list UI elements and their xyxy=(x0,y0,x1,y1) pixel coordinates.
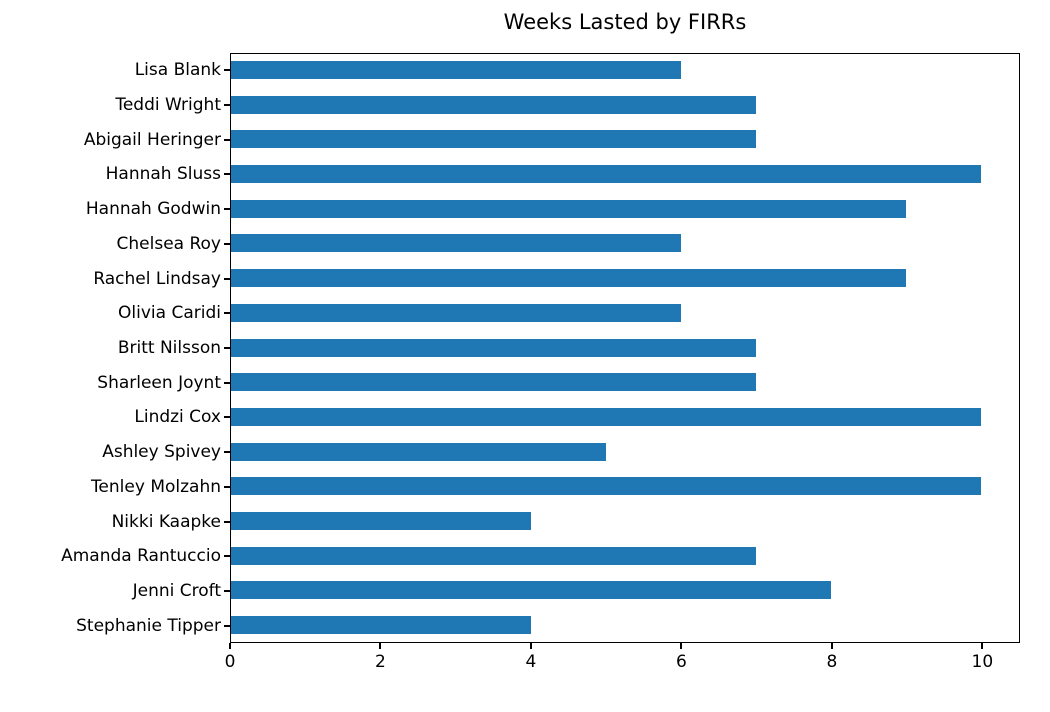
y-tick-mark xyxy=(224,242,230,245)
y-tick-mark xyxy=(224,451,230,454)
y-tick-label: Chelsea Roy xyxy=(116,233,221,254)
y-tick-mark xyxy=(224,312,230,315)
bar-ashley-spivey xyxy=(231,442,607,461)
bar-stephanie-tipper xyxy=(231,616,532,635)
y-tick-label: Abigail Heringer xyxy=(83,129,221,150)
x-tick-label: 4 xyxy=(525,652,537,672)
bar-rachel-lindsay xyxy=(231,269,907,288)
y-tick-label: Lisa Blank xyxy=(134,60,221,81)
x-tick-mark xyxy=(830,643,833,649)
x-tick-mark xyxy=(229,643,231,649)
x-tick-label: 10 xyxy=(971,652,994,672)
x-tick-label: 8 xyxy=(826,652,838,672)
y-tick-mark xyxy=(224,347,230,349)
y-tick-label: Stephanie Tipper xyxy=(76,615,221,636)
bar-olivia-caridi xyxy=(231,303,682,322)
bar-chelsea-roy xyxy=(231,234,682,253)
x-tick-mark xyxy=(981,643,984,649)
bar-sharleen-joynt xyxy=(231,373,757,392)
x-tick-mark xyxy=(529,643,532,649)
x-tick-label: 6 xyxy=(676,652,687,672)
y-tick-label: Ashley Spivey xyxy=(102,442,221,463)
bar-nikki-kaapke xyxy=(231,512,532,531)
y-tick-mark xyxy=(224,208,230,211)
y-tick-label: Teddi Wright xyxy=(115,95,221,116)
y-tick-mark xyxy=(224,138,230,141)
y-tick-label: Lindzi Cox xyxy=(134,407,221,428)
y-tick-mark xyxy=(224,520,230,523)
bar-teddi-wright xyxy=(231,95,757,114)
x-tick-mark xyxy=(379,643,382,649)
y-tick-label: Olivia Caridi xyxy=(118,303,221,324)
y-tick-mark xyxy=(224,104,230,107)
y-tick-label: Hannah Sluss xyxy=(105,164,221,185)
bar-tenley-molzahn xyxy=(231,477,982,496)
y-tick-mark xyxy=(224,485,230,488)
y-tick-label: Britt Nilsson xyxy=(117,338,221,358)
y-tick-mark xyxy=(224,381,230,384)
y-tick-label: Tenley Molzahn xyxy=(90,476,221,497)
x-tick-mark xyxy=(680,643,683,649)
x-tick-label: 2 xyxy=(375,652,386,672)
y-tick-label: Jenni Croft xyxy=(132,580,221,601)
bar-abigail-heringer xyxy=(231,130,757,149)
y-tick-mark xyxy=(224,277,230,280)
y-tick-label: Hannah Godwin xyxy=(85,199,221,220)
plot-area xyxy=(230,53,1020,643)
chart-title: Weeks Lasted by FIRRs xyxy=(503,10,747,34)
bar-lindzi-cox xyxy=(231,407,982,426)
y-tick-mark xyxy=(224,624,230,627)
y-tick-label: Amanda Rantuccio xyxy=(61,546,221,567)
y-tick-mark xyxy=(224,69,230,72)
bar-amanda-rantuccio xyxy=(231,546,757,565)
x-tick-label: 0 xyxy=(224,652,236,672)
bar-hannah-sluss xyxy=(231,164,982,183)
bar-britt-nilsson xyxy=(231,338,757,357)
y-tick-label: Rachel Lindsay xyxy=(93,268,221,289)
bar-hannah-godwin xyxy=(231,199,907,218)
y-tick-mark xyxy=(224,416,230,419)
bar-jenni-croft xyxy=(231,581,832,600)
y-tick-mark xyxy=(224,589,230,592)
y-tick-label: Nikki Kaapke xyxy=(111,511,221,532)
y-tick-label: Sharleen Joynt xyxy=(97,372,221,393)
bar-lisa-blank xyxy=(231,60,682,79)
y-tick-mark xyxy=(224,555,230,558)
y-tick-mark xyxy=(224,173,230,176)
